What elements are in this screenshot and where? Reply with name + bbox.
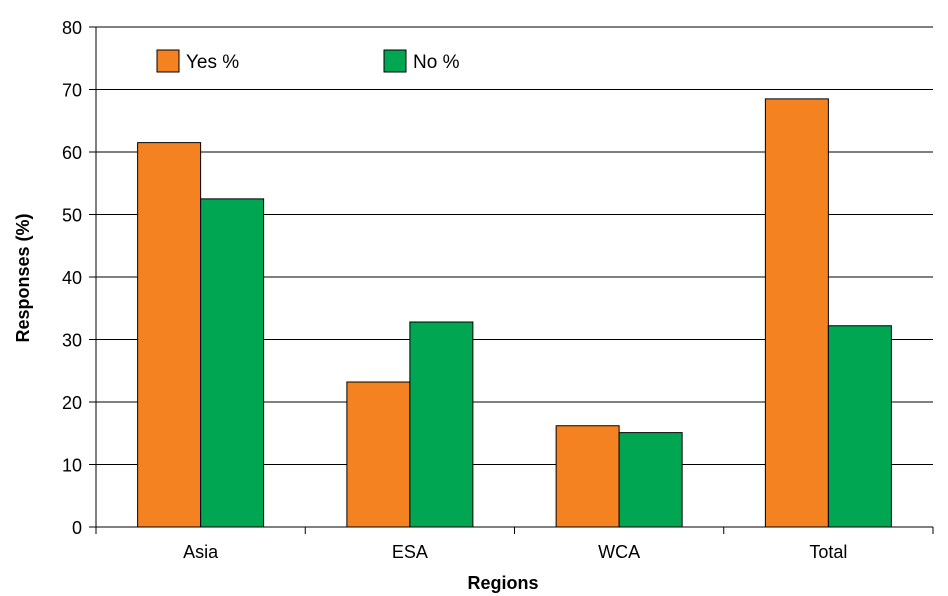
bar-total-no	[827, 325, 892, 528]
bar-wca-yes	[555, 425, 620, 528]
y-tick-label-80: 80	[62, 18, 82, 38]
legend-label-no: No %	[413, 52, 460, 73]
legend: Yes % No %	[156, 49, 460, 73]
bar-asia-yes	[137, 142, 202, 528]
y-tick-label-70: 70	[62, 81, 82, 101]
x-tick-label-total: Total	[809, 542, 847, 562]
x-tick-label-esa: ESA	[392, 542, 428, 562]
y-tick-label-50: 50	[62, 206, 82, 226]
x-tick-label-wca: WCA	[598, 542, 640, 562]
bar-esa-no	[409, 321, 474, 528]
y-axis-title: Responses (%)	[13, 213, 33, 342]
bar-wca-no	[618, 432, 683, 528]
y-tick-label-0: 0	[72, 518, 82, 538]
bar-asia-no	[200, 198, 265, 528]
y-tick-label-60: 60	[62, 143, 82, 163]
x-tick-label-asia: Asia	[183, 542, 219, 562]
bar-esa-yes	[346, 381, 411, 528]
bar-total-yes	[764, 98, 829, 528]
legend-swatch-no	[383, 49, 407, 73]
y-tick-label-10: 10	[62, 456, 82, 476]
bars	[137, 98, 892, 528]
y-tick-label-30: 30	[62, 331, 82, 351]
legend-label-yes: Yes %	[186, 52, 239, 73]
x-axis-title: Regions	[467, 573, 538, 593]
legend-swatch-yes	[156, 49, 180, 73]
axes	[89, 26, 934, 534]
y-tick-label-20: 20	[62, 393, 82, 413]
tick-labels: 0 10 20 30 40 50 60 70 80 Asia ESA WCA Total	[62, 18, 847, 562]
y-tick-label-40: 40	[62, 268, 82, 288]
